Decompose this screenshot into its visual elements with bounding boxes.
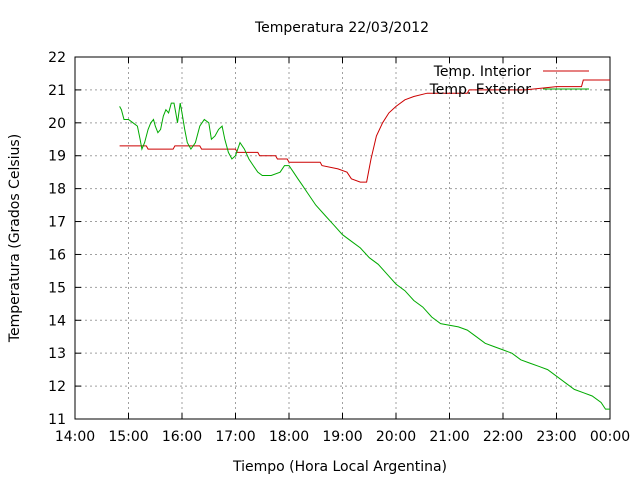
axis-ticks: 14:00 15:00 16:00 17:00 18:00 19:00 20:00 21:00… <box>48 50 630 445</box>
y-axis-label: Temperatura (Grados Celsius) <box>7 134 23 343</box>
legend-label-temp-interior: Temp. Interior <box>433 64 532 80</box>
x-tick-label: 21:00 <box>429 429 469 445</box>
y-tick-label: 16 <box>48 247 66 263</box>
legend: Temp. Interior Temp. Exterior <box>429 64 589 98</box>
y-tick-label: 11 <box>48 412 66 428</box>
y-tick-label: 22 <box>48 50 66 66</box>
series-lines <box>119 79 610 410</box>
legend-label-temp-exterior: Temp. Exterior <box>429 82 532 98</box>
x-tick-label: 19:00 <box>322 429 362 445</box>
series-line-temp-exterior <box>119 102 610 410</box>
x-tick-label: 00:00 <box>590 429 630 445</box>
grid <box>75 57 610 419</box>
x-tick-label: 15:00 <box>108 429 148 445</box>
y-tick-label: 18 <box>48 182 66 198</box>
x-tick-label: 23:00 <box>536 429 576 445</box>
x-tick-label: 17:00 <box>215 429 255 445</box>
y-tick-label: 13 <box>48 346 66 362</box>
x-tick-label: 16:00 <box>162 429 202 445</box>
y-tick-label: 19 <box>48 149 66 165</box>
x-tick-label: 18:00 <box>269 429 309 445</box>
y-tick-label: 12 <box>48 379 66 395</box>
x-tick-label: 22:00 <box>483 429 523 445</box>
y-tick-label: 20 <box>48 116 66 132</box>
y-tick-label: 17 <box>48 215 66 231</box>
y-tick-label: 15 <box>48 280 66 296</box>
x-axis-label: Tiempo (Hora Local Argentina) <box>232 459 447 475</box>
x-tick-label: 14:00 <box>55 429 95 445</box>
series-line-temp-interior <box>119 79 610 183</box>
x-tick-label: 20:00 <box>376 429 416 445</box>
y-tick-label: 14 <box>48 313 66 329</box>
y-tick-label: 21 <box>48 83 66 99</box>
chart-title: Temperatura 22/03/2012 <box>254 20 429 36</box>
